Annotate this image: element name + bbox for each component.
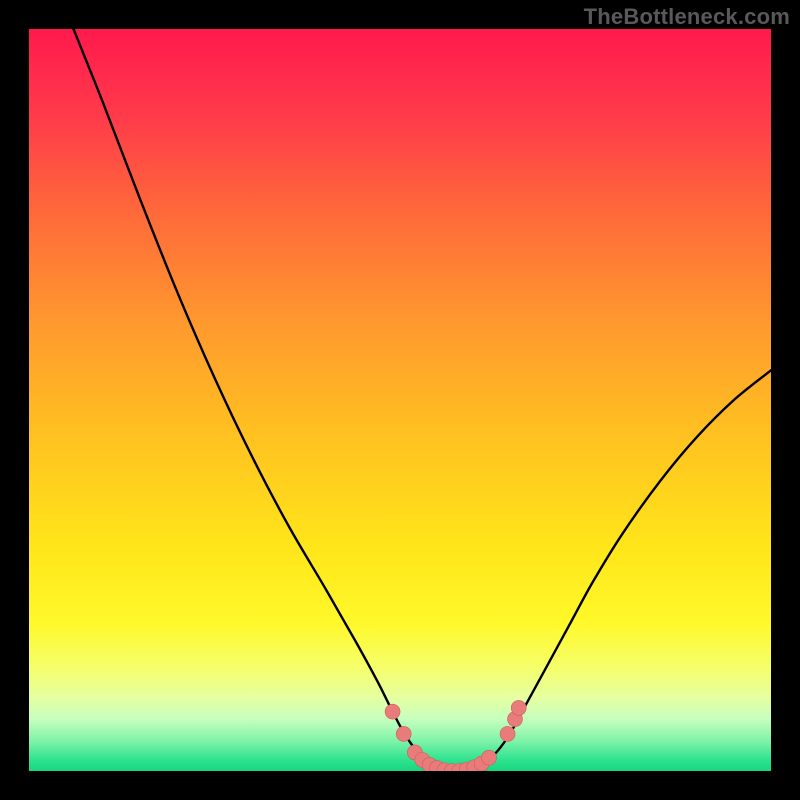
- bottleneck-marker: [511, 700, 526, 715]
- watermark-text: TheBottleneck.com: [584, 4, 790, 30]
- bottleneck-marker: [396, 726, 411, 741]
- chart-svg: [0, 0, 800, 800]
- plot-area: [29, 29, 771, 771]
- chart-stage: TheBottleneck.com: [0, 0, 800, 800]
- bottleneck-marker: [482, 750, 497, 765]
- bottleneck-marker: [385, 704, 400, 719]
- bottleneck-marker: [500, 726, 515, 741]
